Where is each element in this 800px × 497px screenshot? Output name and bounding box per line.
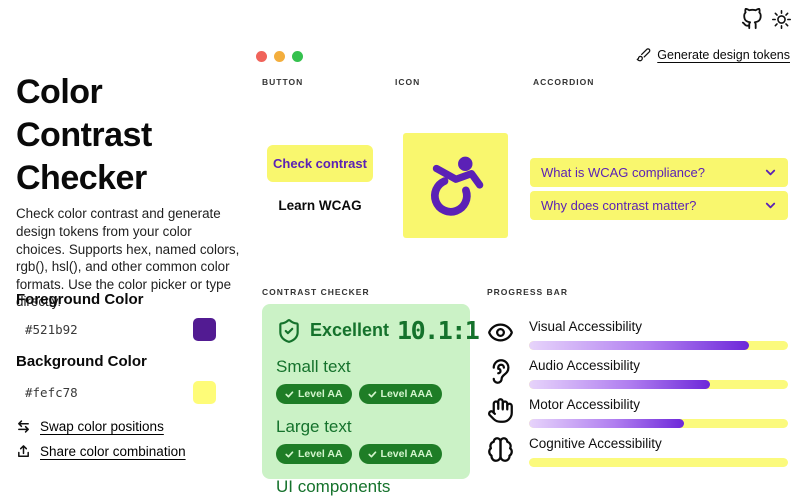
contrast-group-small-text: Small text Level AA Level AAA	[276, 357, 456, 404]
progress-fill	[529, 380, 711, 389]
share-combination-label: Share color combination	[40, 444, 186, 459]
accessibility-wheelchair-icon	[423, 153, 489, 219]
background-color-row: #fefc78	[16, 379, 216, 405]
progress-label: Cognitive Accessibility	[529, 436, 662, 451]
progress-label: Audio Accessibility	[529, 358, 641, 373]
progress-bar-section-label: PROGRESS BAR	[487, 287, 568, 297]
generate-design-tokens-label: Generate design tokens	[657, 47, 790, 62]
share-icon	[16, 444, 31, 459]
github-icon[interactable]	[741, 8, 763, 30]
page-description: Check color contrast and generate design…	[16, 206, 240, 310]
generate-design-tokens-link[interactable]: Generate design tokens	[636, 47, 790, 62]
background-color-swatch[interactable]	[193, 380, 216, 404]
hand-icon	[487, 396, 514, 428]
foreground-color-label: Foreground Color	[16, 291, 144, 308]
contrast-rating: Excellent	[310, 320, 390, 340]
foreground-color-row: #521b92	[16, 316, 216, 342]
group-name: UI components	[276, 477, 391, 496]
amber-dot	[274, 51, 285, 62]
level-aaa-badge: Level AAA	[358, 444, 442, 464]
accordion-question: Why does contrast matter?	[541, 198, 697, 213]
swap-icon	[16, 419, 31, 434]
window-dots	[256, 51, 303, 62]
contrast-checker-section-label: CONTRAST CHECKER	[262, 287, 370, 297]
swap-colors-link[interactable]: Swap color positions	[16, 419, 164, 434]
shield-check-icon	[276, 318, 302, 344]
eye-icon	[487, 318, 514, 350]
foreground-color-swatch[interactable]	[193, 317, 216, 341]
group-name: Large text	[276, 417, 352, 436]
progress-track	[529, 419, 788, 428]
share-combination-link[interactable]: Share color combination	[16, 444, 186, 459]
accordion-question: What is WCAG compliance?	[541, 165, 705, 180]
progress-label: Motor Accessibility	[529, 397, 641, 412]
green-dot	[292, 51, 303, 62]
progress-fill	[529, 419, 685, 428]
sun-icon[interactable]	[772, 10, 791, 29]
icon-preview-tile	[403, 133, 508, 238]
progress-row-motor: Motor Accessibility	[487, 396, 788, 428]
progress-row-audio: Audio Accessibility	[487, 357, 788, 389]
learn-wcag-button[interactable]: Learn WCAG	[267, 197, 373, 214]
contrast-group-large-text: Large text Level AA Level AAA	[276, 417, 456, 464]
progress-track	[529, 341, 788, 350]
progress-fill	[529, 341, 750, 350]
check-contrast-button[interactable]: Check contrast	[267, 145, 373, 182]
icon-section-label: ICON	[395, 77, 421, 87]
chevron-down-icon	[764, 199, 777, 212]
accordion-item-wcag-compliance[interactable]: What is WCAG compliance?	[530, 158, 788, 187]
progress-track	[529, 458, 788, 467]
accordion-section-label: ACCORDION	[533, 77, 595, 87]
ear-icon	[487, 357, 514, 389]
level-aaa-badge: Level AAA	[358, 384, 442, 404]
chevron-down-icon	[764, 166, 777, 179]
red-dot	[256, 51, 267, 62]
contrast-group-ui-components: UI components	[276, 477, 456, 497]
foreground-color-value[interactable]: #521b92	[25, 321, 78, 337]
contrast-ratio: 10.1:1	[397, 316, 480, 345]
progress-bar-list: Visual Accessibility Audio Accessibility	[487, 318, 788, 474]
progress-row-visual: Visual Accessibility	[487, 318, 788, 350]
contrast-result-panel: Excellent 10.1:1 Small text Level AA Lev…	[262, 304, 480, 496]
level-aa-badge: Level AA	[276, 384, 352, 404]
progress-row-cognitive: Cognitive Accessibility	[487, 435, 788, 467]
background-color-value[interactable]: #fefc78	[25, 384, 78, 400]
progress-track	[529, 380, 788, 389]
level-aa-badge: Level AA	[276, 444, 352, 464]
accordion-item-contrast-matter[interactable]: Why does contrast matter?	[530, 191, 788, 220]
swap-colors-label: Swap color positions	[40, 419, 164, 434]
background-color-label: Background Color	[16, 353, 147, 370]
contrast-result-header: Excellent 10.1:1	[276, 316, 480, 345]
group-name: Small text	[276, 357, 351, 376]
button-section-label: BUTTON	[262, 77, 304, 87]
paintbrush-icon	[636, 47, 651, 62]
page-title: Color Contrast Checker	[16, 72, 152, 197]
progress-label: Visual Accessibility	[529, 319, 643, 334]
brain-icon	[487, 435, 514, 467]
